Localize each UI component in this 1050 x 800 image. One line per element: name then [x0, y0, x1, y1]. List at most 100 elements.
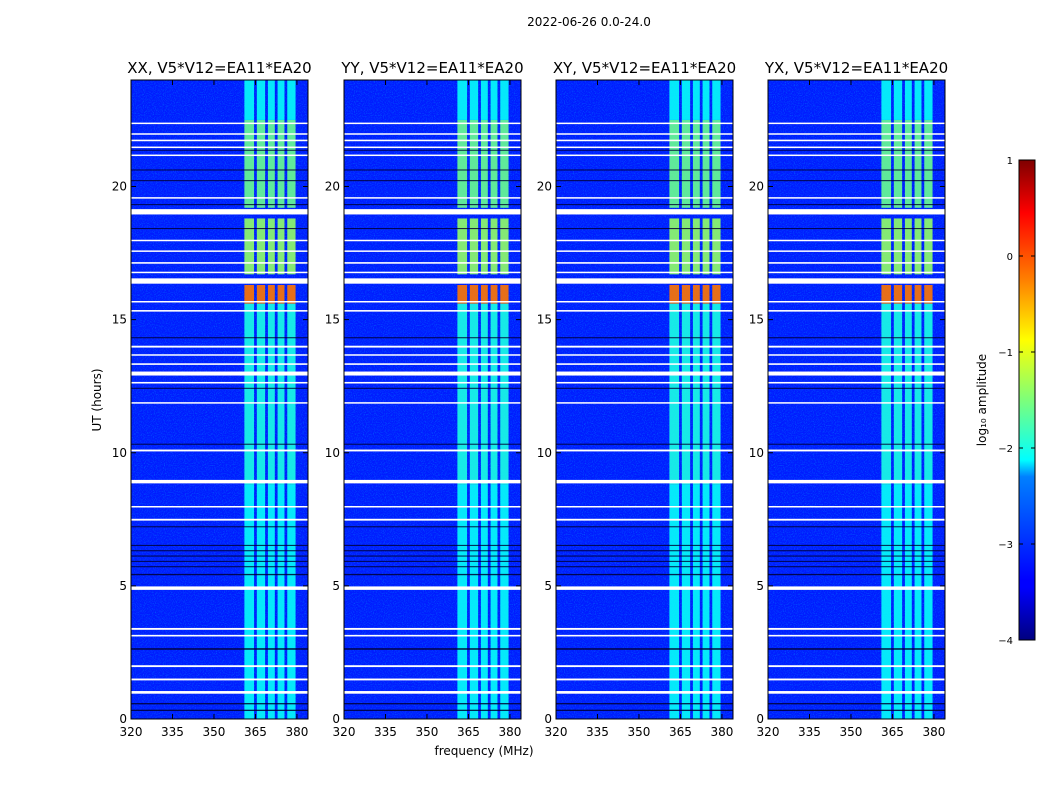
flagged-row [556, 518, 733, 521]
dark-row [768, 337, 945, 339]
flagged-row [556, 278, 733, 284]
rfi-cell [702, 218, 710, 275]
dark-row [768, 709, 945, 712]
flagged-row [344, 479, 521, 484]
dark-row [556, 169, 733, 171]
rfi-cell [692, 303, 700, 485]
rfi-cell [500, 484, 509, 719]
flagged-row [344, 300, 521, 303]
rfi-cell [904, 80, 912, 120]
rfi-cell [712, 218, 721, 275]
rfi-cell [277, 80, 285, 120]
y-tick-label: 5 [544, 579, 552, 593]
flagged-row [768, 381, 945, 384]
dark-row [344, 550, 521, 552]
dark-row [131, 443, 308, 445]
flagged-row [344, 627, 521, 630]
rfi-cell [881, 303, 892, 485]
flagged-row [131, 586, 308, 590]
flagged-row [556, 402, 733, 404]
flagged-row [556, 262, 733, 264]
rfi-cell [244, 285, 255, 304]
dark-row [131, 204, 308, 206]
rfi-cell [893, 285, 903, 304]
dark-row [131, 550, 308, 552]
rfi-cell [881, 285, 892, 304]
rfi-cell [669, 218, 680, 275]
rfi-cell [893, 484, 903, 719]
flagged-row [768, 197, 945, 199]
y-tick-label: 15 [749, 313, 764, 327]
rfi-cell [244, 119, 255, 208]
flagged-row [131, 691, 308, 694]
panel-title: YY, V5*V12=EA11*EA20 [340, 59, 523, 77]
flagged-row [556, 122, 733, 125]
flagged-row [131, 634, 308, 637]
panel-frame [130, 79, 309, 720]
flagged-row [131, 518, 308, 521]
x-tick-label: 380 [498, 725, 521, 739]
dark-row [131, 387, 308, 389]
rfi-cell [287, 285, 296, 304]
dark-row [556, 180, 733, 182]
colorbar: 1 0 −1 −2 −3 −4 log₁₀ amplitude [975, 156, 1036, 647]
y-tick-label: 20 [112, 180, 127, 194]
dark-row [131, 560, 308, 562]
panel-frame [767, 79, 946, 720]
x-tick-label: 335 [374, 725, 397, 739]
dark-row [768, 443, 945, 445]
panel-title: XX, V5*V12=EA11*EA20 [127, 59, 311, 77]
rfi-cell [914, 484, 922, 719]
rfi-cell [480, 218, 488, 275]
rfi-cell [457, 218, 468, 275]
flagged-row [768, 634, 945, 637]
panel-frame [343, 79, 522, 720]
rfi-cell [244, 303, 255, 485]
flagged-row [344, 381, 521, 384]
flagged-row [556, 154, 733, 157]
rfi-cell [490, 119, 498, 208]
dark-row [556, 560, 733, 562]
flagged-row [556, 634, 733, 637]
x-tick-label: 350 [840, 725, 863, 739]
flagged-row [344, 518, 521, 521]
panel-title: YX, V5*V12=EA11*EA20 [764, 59, 948, 77]
flagged-row [344, 122, 521, 125]
rfi-cell [256, 218, 266, 275]
x-tick-label: 320 [120, 725, 143, 739]
flagged-row [768, 154, 945, 157]
rfi-cell [893, 80, 903, 120]
rfi-cell [702, 303, 710, 485]
flagged-row [344, 634, 521, 637]
dark-row [131, 526, 308, 528]
x-axis-label: frequency (MHz) [434, 744, 533, 758]
flagged-row [768, 678, 945, 681]
rfi-cell [244, 484, 255, 719]
x-tick-label: 320 [757, 725, 780, 739]
dark-row [344, 228, 521, 230]
rfi-cell [490, 484, 498, 719]
rfi-cell [702, 119, 710, 208]
rfi-cell [287, 218, 296, 275]
rfi-cell [457, 303, 468, 485]
flagged-row [131, 278, 308, 284]
rfi-cell [712, 119, 721, 208]
rfi-cell [277, 303, 285, 485]
flagged-row [556, 300, 733, 303]
dark-row [344, 648, 521, 650]
rfi-cell [692, 484, 700, 719]
rfi-cell [712, 80, 721, 120]
colorbar-tick-label: 0 [1007, 252, 1013, 263]
rfi-cell [490, 285, 498, 304]
dark-row [344, 703, 521, 705]
y-tick-label: 20 [749, 180, 764, 194]
flagged-row [768, 310, 945, 312]
flagged-row [768, 371, 945, 376]
x-tick-label: 380 [285, 725, 308, 739]
rfi-cell [480, 80, 488, 120]
rfi-cell [924, 303, 933, 485]
dark-row [344, 180, 521, 182]
rfi-cell [702, 285, 710, 304]
x-tick-label: 365 [669, 725, 692, 739]
x-tick-label: 350 [203, 725, 226, 739]
